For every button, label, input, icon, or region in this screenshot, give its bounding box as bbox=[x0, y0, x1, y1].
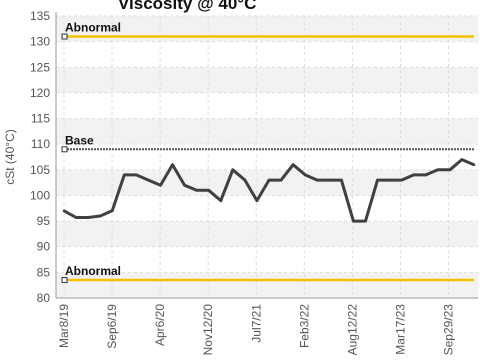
data-point bbox=[74, 216, 78, 219]
data-point bbox=[388, 178, 391, 182]
plot-band bbox=[56, 67, 478, 93]
x-tick-label: Mar17/23 bbox=[393, 304, 407, 355]
reference-line-label: Abnormal bbox=[65, 21, 121, 35]
data-point bbox=[267, 178, 271, 182]
data-point bbox=[340, 178, 343, 182]
y-tick-label: 120 bbox=[30, 86, 50, 100]
plot-band bbox=[56, 118, 478, 145]
data-point bbox=[62, 209, 66, 213]
data-point bbox=[352, 219, 355, 223]
y-tick-label: 135 bbox=[30, 9, 50, 23]
data-point bbox=[122, 173, 126, 177]
data-point bbox=[183, 183, 186, 187]
data-point bbox=[231, 168, 235, 172]
y-tick-label: 85 bbox=[37, 265, 51, 279]
y-tick-label: 80 bbox=[37, 291, 51, 305]
data-point bbox=[291, 163, 295, 166]
x-tick-label: Mar8/19 bbox=[57, 304, 71, 348]
plot-band bbox=[56, 195, 478, 222]
y-tick-label: 110 bbox=[31, 137, 50, 151]
y-tick-label: 105 bbox=[30, 163, 50, 177]
y-tick-label: 125 bbox=[30, 60, 50, 74]
data-point bbox=[436, 168, 440, 172]
data-point bbox=[364, 219, 367, 223]
reference-lines: Abnormal Base Abnormal bbox=[61, 21, 474, 284]
data-point bbox=[315, 178, 319, 182]
x-tick-label: Apr6/20 bbox=[153, 304, 167, 346]
data-point bbox=[207, 189, 211, 192]
data-point bbox=[98, 214, 102, 218]
reference-marker bbox=[61, 277, 68, 284]
y-tick-label: 130 bbox=[30, 35, 50, 49]
x-tick-label: Sep29/23 bbox=[442, 304, 456, 356]
data-point bbox=[243, 178, 247, 182]
data-point bbox=[303, 173, 307, 177]
y-tick-label: 100 bbox=[30, 188, 50, 202]
data-point bbox=[219, 199, 223, 202]
reference-marker bbox=[61, 146, 68, 153]
data-point bbox=[159, 183, 162, 187]
chart-title: Viscosity @ 40°C bbox=[118, 0, 257, 13]
data-point bbox=[424, 173, 428, 177]
y-tick-label: 115 bbox=[31, 112, 50, 126]
data-point bbox=[448, 168, 452, 172]
y-axis-label: cSt (40°C) bbox=[3, 129, 17, 184]
x-tick-label: Nov12/20 bbox=[201, 304, 215, 356]
data-point bbox=[472, 163, 476, 166]
reference-marker bbox=[61, 33, 68, 40]
y-tick-labels: 80 85 90 95 100 105 110 115 120 125 130 135 bbox=[30, 9, 50, 305]
plot-band bbox=[56, 144, 478, 170]
plot-band bbox=[56, 272, 478, 298]
data-point bbox=[376, 178, 379, 182]
plot-band bbox=[56, 41, 478, 68]
data-point bbox=[400, 178, 403, 182]
x-tick-label: Jul7/21 bbox=[249, 304, 263, 343]
series-group bbox=[62, 158, 476, 223]
x-tick-label: Feb3/22 bbox=[297, 304, 311, 348]
data-point bbox=[412, 173, 416, 177]
reference-line-label: Base bbox=[65, 133, 94, 147]
plot-bands bbox=[56, 16, 478, 298]
y-tick-label: 90 bbox=[37, 240, 51, 254]
data-point bbox=[86, 216, 90, 219]
data-point bbox=[195, 189, 198, 192]
data-point bbox=[110, 209, 114, 213]
axes bbox=[55, 12, 478, 299]
plot-band bbox=[56, 221, 478, 247]
data-point bbox=[460, 158, 464, 161]
data-point bbox=[147, 178, 150, 182]
x-tick-label: Sep6/19 bbox=[105, 304, 119, 349]
data-point bbox=[255, 199, 259, 202]
y-tick-label: 95 bbox=[37, 214, 51, 228]
plot-band bbox=[56, 92, 478, 119]
data-point bbox=[171, 163, 174, 166]
data-point bbox=[135, 173, 138, 177]
reference-line-label: Abnormal bbox=[65, 264, 121, 278]
plot-band bbox=[56, 246, 478, 273]
data-point bbox=[279, 178, 283, 182]
data-point bbox=[327, 178, 331, 182]
x-tick-labels: Mar8/19 Sep6/19 Apr6/20 Nov12/20 Jul7/21 Feb3… bbox=[57, 304, 456, 356]
x-tick-label: Aug12/22 bbox=[345, 304, 359, 356]
